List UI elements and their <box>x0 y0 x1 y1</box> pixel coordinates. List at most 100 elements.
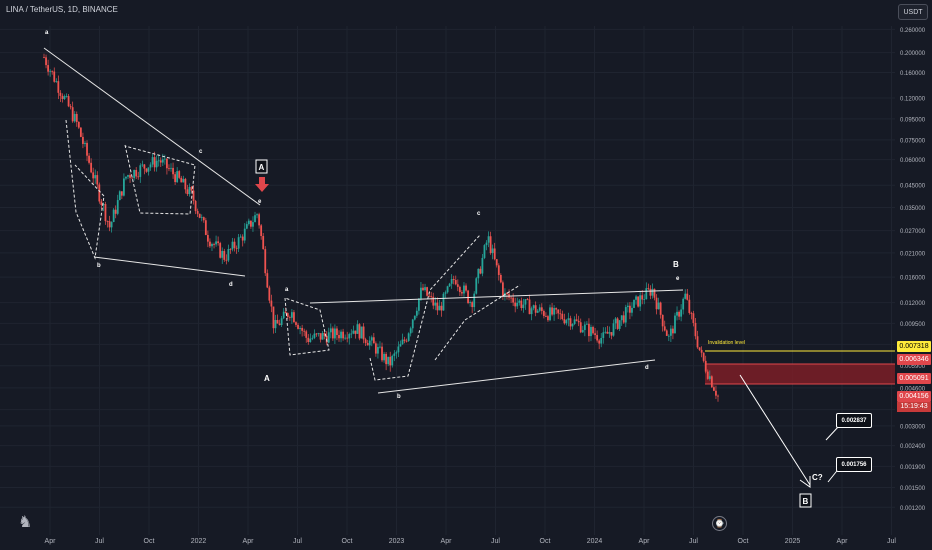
wave-label: A <box>264 374 270 383</box>
candle-body <box>538 307 541 311</box>
candle-body <box>184 178 187 190</box>
candle-body <box>155 160 158 168</box>
candle-body <box>151 157 154 165</box>
candle-body <box>372 337 375 344</box>
candle-body <box>438 305 441 311</box>
y-tick-label: 0.003000 <box>900 424 926 430</box>
candle-body <box>409 328 412 334</box>
candle-body <box>247 220 250 225</box>
candle-body <box>571 324 574 327</box>
candle-body <box>473 293 476 308</box>
candle-body <box>268 287 271 301</box>
candle-body <box>469 302 472 303</box>
candle-body <box>415 310 418 316</box>
candle-body <box>334 328 336 339</box>
candle-body <box>305 331 308 338</box>
candle-body <box>565 320 568 324</box>
candle-body <box>98 184 101 202</box>
candle-body <box>567 318 570 321</box>
candle-body <box>551 307 553 315</box>
candle-body <box>598 340 601 344</box>
candle-body <box>360 326 363 339</box>
candle-body <box>200 217 203 218</box>
candle-body <box>456 284 459 287</box>
candle-body <box>75 113 78 122</box>
candle-body <box>188 187 191 195</box>
candle-body <box>90 162 93 173</box>
candle-body <box>260 225 263 237</box>
y-tick-label: 0.260000 <box>900 28 926 34</box>
candle-body <box>676 311 678 316</box>
candle-body <box>215 241 217 245</box>
candle-body <box>536 310 539 313</box>
candle-body <box>530 308 533 315</box>
candle-body <box>280 318 283 326</box>
candle-body <box>477 268 480 279</box>
tradingview-logo-icon[interactable]: ♞ <box>18 514 33 531</box>
candle-body <box>315 333 318 335</box>
candle-body <box>700 349 703 353</box>
currency-button[interactable]: USDT <box>898 4 928 20</box>
wave-label: c <box>477 211 481 217</box>
candle-body <box>440 305 443 311</box>
candle-body <box>661 314 664 327</box>
wave-label: b <box>97 263 101 269</box>
candle-body <box>67 96 70 107</box>
candle-body <box>211 244 213 247</box>
candle-body <box>336 328 338 336</box>
candle-body <box>596 335 599 341</box>
candle-body <box>368 340 371 346</box>
clock-icon[interactable]: ⌚ <box>712 516 727 531</box>
candle-body <box>284 311 287 314</box>
candle-body <box>489 236 492 254</box>
candle-body <box>561 313 564 320</box>
candle-body <box>352 330 355 334</box>
trendline-lower-2 <box>377 359 656 394</box>
candle-body <box>51 70 54 72</box>
candle-body <box>383 353 385 361</box>
candle-body <box>127 175 129 177</box>
x-tick-label: Apr <box>441 538 453 545</box>
candle-body <box>176 171 179 183</box>
candle-body <box>569 318 572 327</box>
candle-body <box>483 245 486 258</box>
candle-body <box>694 322 697 337</box>
candle-body <box>77 121 80 128</box>
candle-body <box>674 315 676 334</box>
candle-body <box>94 175 97 179</box>
candle-body <box>366 342 369 346</box>
y-tick-label: 0.027000 <box>900 229 926 235</box>
candle-body <box>458 286 461 293</box>
candle-body <box>678 311 680 317</box>
candle-body <box>581 330 584 333</box>
candle-body <box>258 214 261 226</box>
x-tick-label: Jul <box>887 538 896 545</box>
candle-body <box>82 136 84 144</box>
candle-body <box>407 333 410 341</box>
candle-body <box>518 300 521 303</box>
candle-body <box>604 331 607 333</box>
candle-body <box>129 175 131 178</box>
candle-body <box>145 168 148 172</box>
candle-body <box>393 353 396 356</box>
candle-body <box>426 287 428 296</box>
candle-body <box>387 356 390 365</box>
candle-body <box>100 201 103 206</box>
candle-body <box>172 167 174 175</box>
candle-body <box>690 312 693 314</box>
candle-body <box>118 191 121 201</box>
x-tick-label: Oct <box>144 538 155 545</box>
candle-body <box>102 204 105 206</box>
candle-body <box>585 323 588 325</box>
candle-body <box>342 331 345 339</box>
candle-body <box>575 319 578 321</box>
candle-body <box>157 160 160 162</box>
candle-body <box>303 330 306 332</box>
candle-body <box>174 174 177 183</box>
symbol-title: LINA / TetherUS, 1D, BINANCE <box>6 5 118 14</box>
candle-body <box>161 159 164 163</box>
candle-body <box>301 327 304 331</box>
x-tick-label: Jul <box>491 538 500 545</box>
candle-body <box>622 315 625 323</box>
